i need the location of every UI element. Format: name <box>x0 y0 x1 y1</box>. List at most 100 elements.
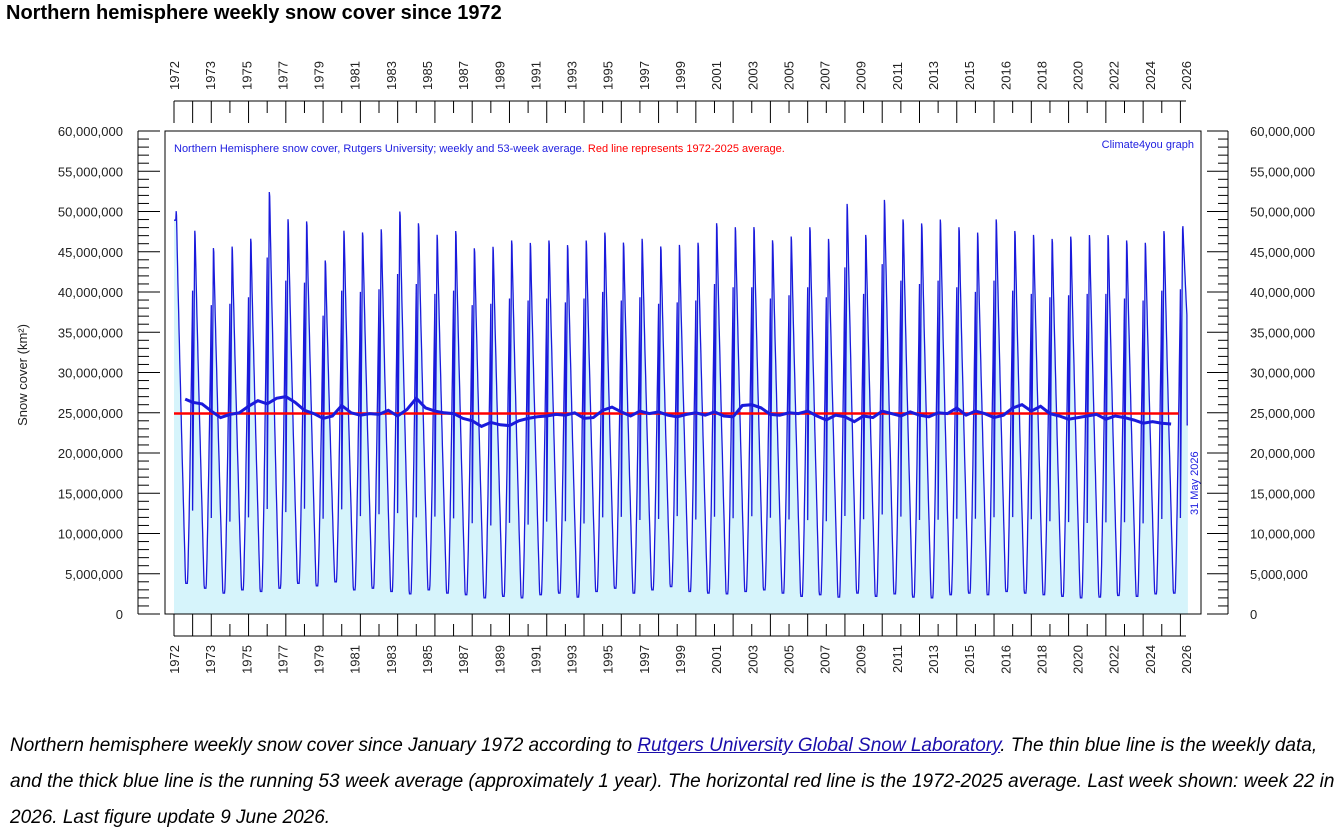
x-tick-label-top: 2003 <box>745 61 760 90</box>
y-tick-label-left: 35,000,000 <box>58 325 123 340</box>
x-tick-label-bottom: 1972 <box>167 645 182 674</box>
chart-text: 0 0 5,000,000 5,000,000 10,000,000 10,000,000… <box>15 61 1315 674</box>
series-annotation: Northern Hemisphere snow cover, Rutgers … <box>174 143 785 155</box>
x-tick-label-bottom: 2022 <box>1107 645 1122 674</box>
x-tick-label-bottom: 2001 <box>709 645 724 674</box>
weekly-fill-area <box>174 192 1188 614</box>
x-tick-label-top: 1999 <box>673 61 688 90</box>
y-tick-label-left: 60,000,000 <box>58 124 123 139</box>
x-tick-label-top: 2011 <box>890 62 905 90</box>
annotation-red-text: Red line represents 1972-2025 average. <box>588 143 785 155</box>
running-average-line <box>184 395 1172 429</box>
x-tick-label-bottom: 2026 <box>1179 645 1194 674</box>
y-tick-label-right: 50,000,000 <box>1250 205 1315 220</box>
x-tick-label-top: 2005 <box>781 61 796 90</box>
caption-text-1: Northern hemisphere weekly snow cover si… <box>10 735 638 756</box>
y-tick-label-right: 25,000,000 <box>1250 406 1315 421</box>
x-tick-label-bottom: 1983 <box>384 645 399 674</box>
x-tick-label-top: 2022 <box>1107 61 1122 90</box>
x-tick-label-top: 2015 <box>962 61 977 90</box>
y-tick-label-left: 5,000,000 <box>65 567 123 582</box>
plot-frame-rect <box>164 130 1202 615</box>
y-tick-label-right: 35,000,000 <box>1250 325 1315 340</box>
x-tick-label-top: 1985 <box>420 61 435 90</box>
y-tick-label-right: 10,000,000 <box>1250 527 1315 542</box>
y-tick-label-left: 15,000,000 <box>58 486 123 501</box>
x-tick-label-top: 1981 <box>348 61 363 90</box>
x-tick-label-top: 2018 <box>1034 61 1049 90</box>
y-tick-label-right: 0 <box>1250 607 1257 622</box>
x-tick-label-bottom: 2013 <box>926 645 941 674</box>
x-tick-label-bottom: 1995 <box>601 645 616 674</box>
y-tick-label-left: 20,000,000 <box>58 446 123 461</box>
weekly-series-line <box>174 191 1188 599</box>
y-tick-label-left: 55,000,000 <box>58 164 123 179</box>
y-tick-label-left: 40,000,000 <box>58 285 123 300</box>
credit-label: Climate4you graph <box>1102 139 1194 151</box>
x-tick-label-bottom: 1987 <box>456 645 471 674</box>
x-tick-label-bottom: 2018 <box>1034 645 1049 674</box>
axis-ticks <box>138 101 1228 636</box>
x-tick-label-top: 1997 <box>637 61 652 90</box>
y-tick-label-left: 30,000,000 <box>58 366 123 381</box>
x-tick-label-top: 2001 <box>709 61 724 90</box>
x-tick-label-top: 1983 <box>384 61 399 90</box>
date-label: 31 May 2026 <box>1189 451 1201 515</box>
x-tick-label-bottom: 2011 <box>890 645 905 673</box>
data-series <box>174 191 1188 599</box>
y-tick-label-right: 20,000,000 <box>1250 446 1315 461</box>
x-tick-label-top: 2007 <box>818 61 833 90</box>
x-tick-label-bottom: 2003 <box>745 645 760 674</box>
page-title: Northern hemisphere weekly snow cover si… <box>6 2 502 24</box>
y-tick-label-left: 25,000,000 <box>58 406 123 421</box>
x-tick-label-top: 1995 <box>601 61 616 90</box>
x-tick-label-bottom: 1973 <box>203 645 218 674</box>
figure-caption: Northern hemisphere weekly snow cover si… <box>10 728 1335 836</box>
x-tick-label-bottom: 2005 <box>781 645 796 674</box>
snow-cover-chart: 0 0 5,000,000 5,000,000 10,000,000 10,000,000… <box>15 61 1315 674</box>
x-tick-label-bottom: 2020 <box>1071 645 1086 674</box>
x-tick-label-top: 1979 <box>312 61 327 90</box>
y-tick-label-right: 55,000,000 <box>1250 164 1315 179</box>
y-tick-label-right: 45,000,000 <box>1250 245 1315 260</box>
y-tick-label-right: 30,000,000 <box>1250 366 1315 381</box>
rutgers-link[interactable]: Rutgers University Global Snow Laborator… <box>637 735 1001 756</box>
y-tick-label-left: 50,000,000 <box>58 205 123 220</box>
x-tick-label-top: 1989 <box>492 61 507 90</box>
x-tick-label-top: 2020 <box>1071 61 1086 90</box>
x-tick-label-bottom: 1991 <box>528 645 543 674</box>
x-tick-label-bottom: 1989 <box>492 645 507 674</box>
x-tick-label-top: 1991 <box>528 61 543 90</box>
x-tick-label-bottom: 1993 <box>565 645 580 674</box>
x-tick-label-bottom: 2015 <box>962 645 977 674</box>
x-tick-label-top: 2026 <box>1179 61 1194 90</box>
x-tick-label-bottom: 2009 <box>854 645 869 674</box>
x-tick-label-top: 1975 <box>239 61 254 90</box>
y-tick-label-right: 40,000,000 <box>1250 285 1315 300</box>
x-tick-label-top: 2016 <box>998 61 1013 90</box>
y-axis-label: Snow cover (km²) <box>15 324 30 426</box>
x-tick-label-bottom: 1975 <box>239 645 254 674</box>
y-tick-label-right: 5,000,000 <box>1250 567 1308 582</box>
y-tick-label-left: 0 <box>116 607 123 622</box>
x-tick-label-bottom: 1985 <box>420 645 435 674</box>
y-tick-label-right: 60,000,000 <box>1250 124 1315 139</box>
x-tick-label-bottom: 1981 <box>348 645 363 674</box>
x-tick-label-bottom: 1977 <box>275 645 290 674</box>
caption-text-2: . The thin blue line is the weekly data,… <box>10 735 1335 828</box>
x-tick-label-bottom: 2007 <box>818 645 833 674</box>
x-tick-label-bottom: 1997 <box>637 645 652 674</box>
y-tick-label-left: 45,000,000 <box>58 245 123 260</box>
x-tick-label-top: 2024 <box>1143 61 1158 90</box>
y-tick-label-left: 10,000,000 <box>58 527 123 542</box>
x-tick-label-top: 1987 <box>456 61 471 90</box>
x-tick-label-top: 2009 <box>854 61 869 90</box>
x-tick-label-top: 1973 <box>203 61 218 90</box>
x-tick-label-bottom: 1999 <box>673 645 688 674</box>
weekly-fill <box>174 192 1188 614</box>
x-tick-label-bottom: 1979 <box>312 645 327 674</box>
annotation-blue-text: Northern Hemisphere snow cover, Rutgers … <box>174 143 588 155</box>
x-tick-label-top: 1972 <box>167 61 182 90</box>
x-tick-label-bottom: 2016 <box>998 645 1013 674</box>
x-tick-label-top: 1977 <box>275 61 290 90</box>
